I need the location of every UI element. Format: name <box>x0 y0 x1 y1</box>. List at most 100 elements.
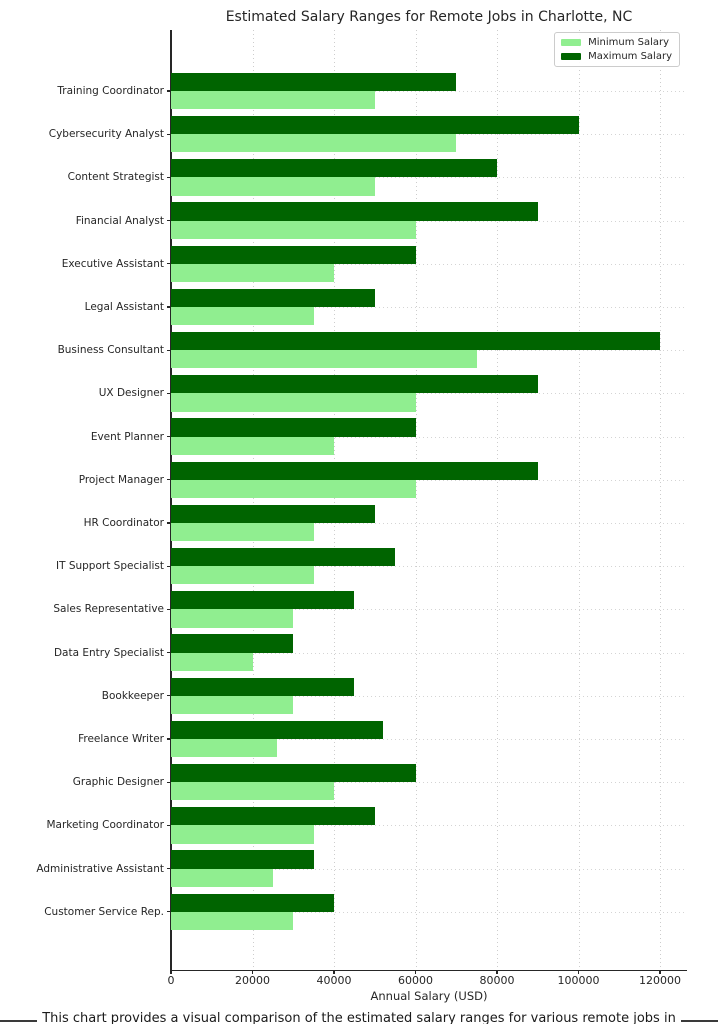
x-tick-label: 60000 <box>398 974 433 987</box>
x-axis-spine <box>170 969 687 972</box>
y-tick <box>166 392 171 394</box>
y-tick <box>166 695 171 697</box>
legend-item-maximum: Maximum Salary <box>561 51 672 62</box>
legend-item-minimum: Minimum Salary <box>561 37 672 48</box>
y-tick <box>166 522 171 524</box>
y-tick <box>166 133 171 135</box>
max-salary-bar <box>171 807 375 826</box>
category-label: Graphic Designer <box>72 776 164 789</box>
x-tick <box>659 970 661 974</box>
max-salary-bar <box>171 763 416 783</box>
x-gridline <box>334 30 335 970</box>
max-salary-bar <box>171 677 355 696</box>
min-salary-bar <box>171 91 375 110</box>
y-tick <box>166 479 171 481</box>
y-tick <box>166 349 171 351</box>
y-gridline <box>171 652 687 654</box>
max-salary-bar <box>171 634 294 653</box>
min-salary-bar <box>171 695 294 715</box>
x-gridline <box>415 30 417 970</box>
x-tick-label: 100000 <box>557 974 600 987</box>
y-gridline <box>171 436 687 438</box>
max-salary-bar <box>171 331 660 351</box>
min-salary-bar <box>171 393 416 412</box>
category-label: Marketing Coordinator <box>46 819 164 832</box>
y-gridline <box>171 609 687 611</box>
category-label: IT Support Specialist <box>55 560 164 573</box>
max-salary-bar <box>171 893 334 912</box>
minimum-salary-swatch-icon <box>561 39 582 46</box>
category-label: Sales Representative <box>53 603 164 616</box>
min-salary-bar <box>171 263 334 283</box>
y-axis-spine <box>170 30 172 971</box>
max-salary-bar <box>171 375 538 394</box>
legend-label-minimum: Minimum Salary <box>588 37 670 48</box>
y-gridline <box>171 220 687 222</box>
min-salary-bar <box>171 436 334 455</box>
x-tick-label: 0 <box>167 974 175 987</box>
y-gridline <box>171 868 687 870</box>
legend-label-maximum: Maximum Salary <box>588 51 672 62</box>
min-salary-bar <box>171 523 314 542</box>
category-label: Event Planner <box>90 430 164 443</box>
min-salary-bar <box>171 825 314 844</box>
min-salary-bar <box>171 134 457 153</box>
y-tick <box>166 306 171 308</box>
y-tick <box>166 868 171 870</box>
max-salary-bar <box>171 72 457 91</box>
y-tick <box>166 824 171 826</box>
y-gridline <box>171 782 687 784</box>
y-tick <box>166 263 171 265</box>
y-gridline <box>171 307 687 308</box>
min-salary-bar <box>171 177 375 196</box>
x-tick <box>577 970 580 974</box>
min-salary-bar <box>171 911 294 931</box>
plot-area: Minimum Salary Maximum Salary <box>171 30 687 970</box>
x-gridline <box>578 30 580 970</box>
y-tick <box>166 436 171 438</box>
max-salary-bar <box>171 850 314 869</box>
category-label: Administrative Assistant <box>36 862 164 875</box>
min-salary-bar <box>171 307 314 326</box>
max-salary-bar <box>171 159 497 178</box>
x-tick-label: 20000 <box>235 974 270 987</box>
y-tick <box>166 608 171 610</box>
min-salary-bar <box>171 609 294 628</box>
maximum-salary-swatch-icon <box>561 53 582 60</box>
min-salary-bar <box>171 652 253 671</box>
y-tick <box>166 90 171 92</box>
max-salary-bar <box>171 720 383 739</box>
category-label: Customer Service Rep. <box>44 905 164 918</box>
caption-text: This chart provides a visual comparison … <box>37 1010 681 1024</box>
x-gridline <box>252 30 254 970</box>
caption-area: This chart provides a visual comparison … <box>0 1007 718 1024</box>
y-gridline <box>171 825 687 827</box>
y-gridline <box>171 263 687 265</box>
max-salary-bar <box>171 288 375 307</box>
y-tick <box>166 911 171 913</box>
y-tick <box>166 565 171 567</box>
y-gridline <box>171 393 687 395</box>
min-salary-bar <box>171 220 416 239</box>
min-salary-bar <box>171 868 273 887</box>
category-label: Content Strategist <box>67 171 164 184</box>
x-tick <box>251 970 254 974</box>
max-salary-bar <box>171 591 355 610</box>
y-gridline <box>171 479 687 481</box>
x-tick-label: 120000 <box>639 974 681 987</box>
category-label: Cybersecurity Analyst <box>48 128 164 141</box>
min-salary-bar <box>171 350 477 369</box>
max-salary-bar <box>171 115 579 135</box>
x-tick-label: 80000 <box>479 974 515 987</box>
y-tick <box>166 220 171 222</box>
category-label: Executive Assistant <box>61 257 164 270</box>
y-gridline <box>171 911 687 913</box>
category-label: Project Manager <box>78 473 164 486</box>
max-salary-bar <box>171 547 396 567</box>
category-label: HR Coordinator <box>83 517 164 529</box>
y-gridline <box>171 523 687 524</box>
x-axis-label: Annual Salary (USD) <box>370 989 488 1003</box>
category-label: Freelance Writer <box>78 733 164 745</box>
max-salary-bar <box>171 418 416 437</box>
x-tick <box>496 970 498 974</box>
